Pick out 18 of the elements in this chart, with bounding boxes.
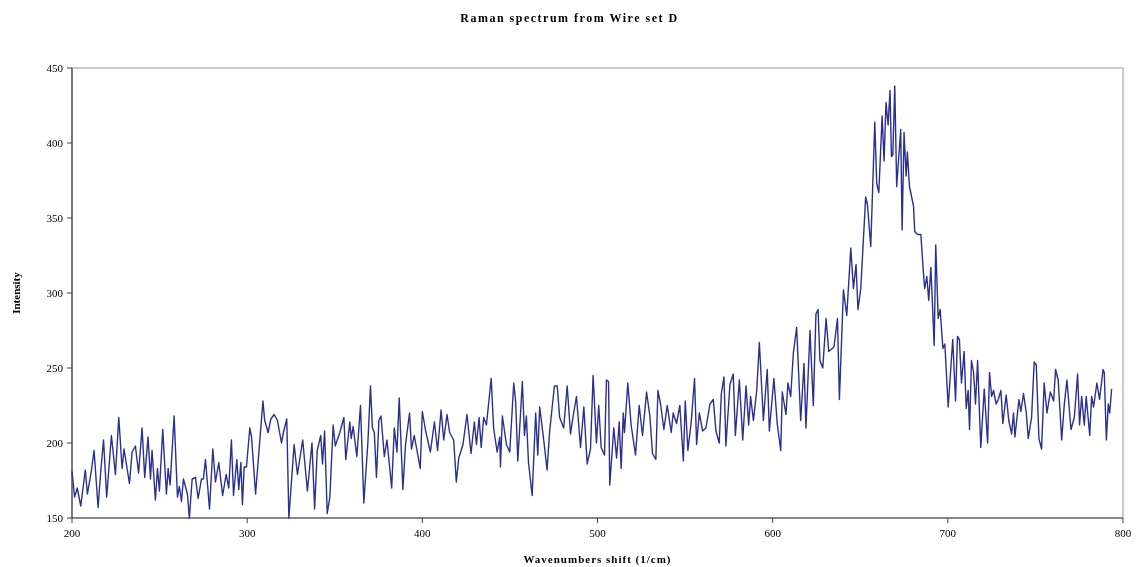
x-tick-label: 300 xyxy=(238,527,256,539)
line-series xyxy=(71,85,1113,519)
x-axis-title: Wavenumbers shift (1/cm) xyxy=(523,553,672,566)
y-tick-label: 300 xyxy=(46,286,64,299)
y-tick-label: 150 xyxy=(46,511,64,524)
y-tick-label: 450 xyxy=(46,61,64,74)
chart-title: Raman spectrum from Wire set D xyxy=(460,11,679,25)
y-tick-label: 350 xyxy=(46,211,64,224)
x-tick-label: 400 xyxy=(414,527,432,539)
x-tick-label: 500 xyxy=(589,527,607,539)
y-axis-title: Intensity xyxy=(10,271,22,314)
x-tick-label: 700 xyxy=(939,527,957,539)
y-tick-label: 400 xyxy=(46,136,64,149)
x-tick-label: 800 xyxy=(1114,527,1132,539)
x-tick-label: 200 xyxy=(63,527,81,539)
x-tick-label: 600 xyxy=(764,527,782,539)
y-tick-label: 200 xyxy=(46,436,64,449)
y-tick-label: 250 xyxy=(46,361,64,374)
